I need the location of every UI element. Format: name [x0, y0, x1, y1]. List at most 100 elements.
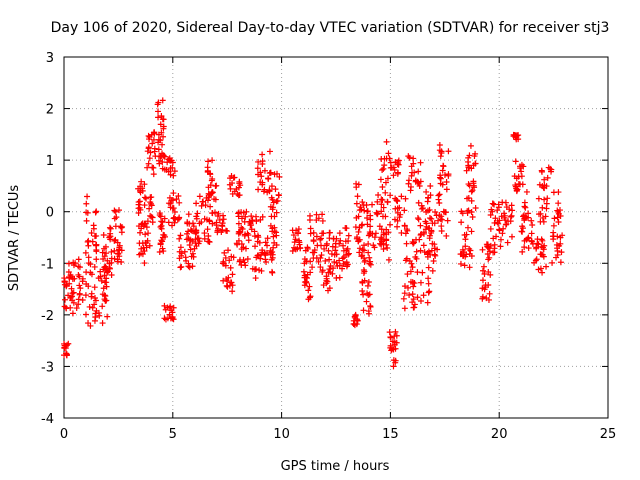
- data-point: [212, 196, 219, 203]
- data-point: [214, 229, 221, 236]
- data-point: [457, 251, 464, 258]
- data-point: [426, 235, 433, 242]
- data-point: [390, 164, 397, 171]
- data-point: [192, 236, 199, 243]
- data-point: [550, 189, 557, 196]
- data-point: [551, 215, 558, 222]
- data-point: [107, 233, 114, 240]
- data-point: [215, 210, 222, 217]
- data-point: [193, 200, 200, 207]
- data-point: [359, 288, 366, 295]
- data-point: [83, 217, 90, 224]
- data-point: [142, 240, 149, 247]
- data-point: [135, 209, 142, 216]
- data-point: [502, 199, 509, 206]
- data-point: [142, 231, 149, 238]
- data-point: [176, 255, 183, 262]
- data-point: [428, 247, 435, 254]
- data-point: [404, 271, 411, 278]
- data-point: [252, 213, 259, 220]
- data-point: [468, 188, 475, 195]
- data-point: [141, 181, 148, 188]
- data-point: [387, 221, 394, 228]
- data-point: [219, 223, 226, 230]
- data-point: [525, 245, 532, 252]
- y-tick-label: 1: [46, 154, 54, 169]
- data-point: [425, 289, 432, 296]
- data-point: [429, 267, 436, 274]
- data-point: [148, 200, 155, 207]
- data-point: [490, 235, 497, 242]
- data-point: [229, 288, 236, 295]
- data-point: [438, 148, 445, 155]
- data-point: [85, 320, 92, 327]
- data-point: [82, 249, 89, 256]
- data-point: [518, 168, 525, 175]
- data-point: [173, 196, 180, 203]
- data-point: [271, 171, 278, 178]
- data-point: [536, 181, 543, 188]
- data-point: [156, 248, 163, 255]
- data-point: [531, 259, 538, 266]
- data-point: [422, 226, 429, 233]
- data-point: [70, 299, 77, 306]
- data-point: [259, 213, 266, 220]
- data-point: [195, 235, 202, 242]
- data-point: [436, 212, 443, 219]
- data-point: [367, 216, 374, 223]
- data-point: [443, 179, 450, 186]
- data-point: [417, 222, 424, 229]
- data-point: [424, 299, 431, 306]
- data-point: [500, 225, 507, 232]
- y-tick-label: -4: [41, 412, 54, 427]
- data-point: [416, 182, 423, 189]
- data-point: [86, 303, 93, 310]
- data-point: [155, 131, 162, 138]
- data-point: [490, 200, 497, 207]
- data-point: [323, 280, 330, 287]
- data-point: [151, 145, 158, 152]
- data-point: [508, 233, 515, 240]
- data-point: [356, 249, 363, 256]
- data-point: [259, 158, 266, 165]
- data-point: [483, 295, 490, 302]
- data-point: [394, 223, 401, 230]
- data-point: [501, 210, 508, 217]
- data-point: [417, 247, 424, 254]
- data-point: [370, 242, 377, 249]
- data-point: [391, 341, 398, 348]
- plot-frame: [63, 56, 609, 419]
- data-point: [425, 264, 432, 271]
- data-point: [548, 166, 555, 173]
- data-point: [202, 202, 209, 209]
- data-point: [144, 218, 151, 225]
- data-point: [270, 233, 277, 240]
- data-point: [431, 245, 438, 252]
- data-point: [231, 174, 238, 181]
- data-point: [271, 239, 278, 246]
- data-point: [353, 200, 360, 207]
- data-point: [91, 284, 98, 291]
- data-point: [359, 279, 366, 286]
- data-point: [150, 164, 157, 171]
- data-point: [85, 254, 92, 261]
- data-point: [359, 221, 366, 228]
- data-point: [333, 274, 340, 281]
- data-point: [88, 293, 95, 300]
- data-point: [521, 244, 528, 251]
- data-point: [366, 291, 373, 298]
- data-point: [436, 191, 443, 198]
- data-point: [169, 164, 176, 171]
- data-point: [275, 191, 282, 198]
- data-point: [141, 202, 148, 209]
- data-point: [329, 270, 336, 277]
- data-point: [150, 171, 157, 178]
- data-point: [101, 292, 108, 299]
- data-point: [466, 152, 473, 159]
- data-point: [252, 243, 259, 250]
- data-point: [271, 228, 278, 235]
- data-point: [227, 264, 234, 271]
- data-point: [262, 250, 269, 257]
- data-point: [418, 202, 425, 209]
- data-point: [428, 215, 435, 222]
